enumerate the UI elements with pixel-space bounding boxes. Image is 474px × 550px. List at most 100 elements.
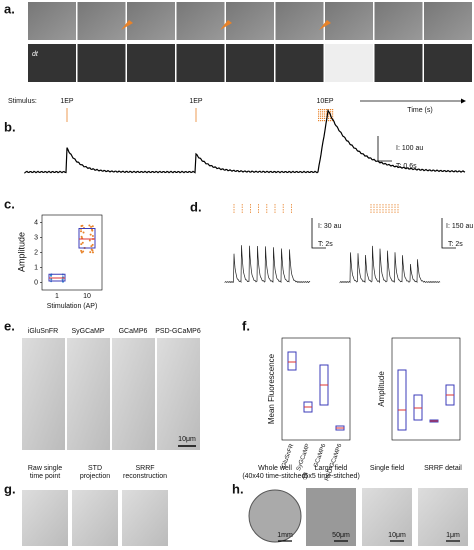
stim-dot (322, 115, 324, 117)
trace (24, 108, 466, 174)
point (91, 225, 94, 228)
label: I: 100 au (396, 145, 423, 152)
label: 1 (55, 293, 59, 300)
point (90, 248, 93, 251)
panel-label: g. (4, 481, 16, 496)
stim-dot (320, 117, 322, 119)
stim-arrow (220, 20, 232, 30)
label: T: 2s (318, 241, 333, 248)
scale-bar (441, 218, 456, 249)
stim-dot (320, 111, 322, 113)
y-tick-label: 2 (34, 249, 38, 256)
stim-dot (326, 113, 328, 115)
box (287, 351, 297, 371)
point (91, 251, 94, 254)
axes-box (281, 337, 351, 441)
micrograph (72, 490, 118, 546)
label: PSD-GCaMP6 (155, 328, 201, 335)
label: 10EP (316, 98, 333, 105)
dt-image (424, 44, 472, 82)
x-axis-label: Stimulation (AP) (47, 303, 98, 310)
point (91, 234, 94, 237)
label: iGluSnFR (28, 328, 58, 335)
micrograph (306, 488, 356, 546)
stim-dot (330, 109, 332, 111)
point (80, 243, 83, 246)
stim-dot (328, 113, 330, 115)
dt-image (226, 44, 274, 82)
scale-bar (311, 218, 326, 249)
stim-dot (318, 109, 320, 111)
trace-1 (224, 245, 311, 284)
stim-dot (324, 113, 326, 115)
stim-dot (332, 117, 334, 119)
label: 1EP (60, 98, 74, 105)
y-tick-label: 1 (34, 264, 38, 271)
stim-dot (328, 117, 330, 119)
stim-dot (324, 111, 326, 113)
axes-box (391, 337, 461, 441)
label: 50μm (332, 532, 350, 539)
label: Raw single (28, 465, 62, 472)
dt-image (77, 44, 126, 82)
label: time point (30, 473, 60, 480)
label: 10μm (178, 436, 196, 443)
dt-image (374, 44, 423, 82)
micrograph (122, 490, 168, 546)
label: (40x40 time-stitched) (242, 473, 307, 480)
y-tick-label: 3 (34, 234, 38, 241)
stim-dot (322, 120, 324, 122)
point (91, 243, 94, 246)
stim-dot (328, 120, 330, 122)
label: reconstruction (123, 473, 167, 480)
stim-dot (326, 115, 328, 117)
frame-image (424, 2, 472, 40)
stim-dot (324, 115, 326, 117)
stim-dot (324, 109, 326, 111)
stim-dot (322, 113, 324, 115)
label: Stimulus: (8, 98, 37, 105)
micrograph (157, 338, 200, 450)
label: projection (80, 473, 110, 480)
stim-dot (326, 111, 328, 113)
y-axis-label: Amplitude (16, 232, 26, 272)
point (90, 245, 93, 248)
stim-dot (332, 111, 334, 113)
stim-dot (332, 120, 334, 122)
stim-dot (328, 109, 330, 111)
stim-arrow (121, 20, 133, 30)
x-tick-label: SyGCaMP (296, 443, 311, 472)
stim-dot (322, 111, 324, 113)
point (89, 251, 92, 254)
point (81, 241, 84, 244)
frame-image (275, 2, 324, 40)
label: I: 30 au (318, 223, 341, 230)
label: Time (s) (407, 107, 432, 114)
point (88, 224, 91, 227)
point (82, 250, 85, 253)
label: STD (88, 465, 102, 472)
stim-dot (330, 120, 332, 122)
point (89, 233, 92, 236)
stim-dot (324, 117, 326, 119)
stim-arrow (319, 20, 331, 30)
label: Single field (370, 465, 404, 472)
panel-label: f. (242, 318, 250, 333)
stim-dot (330, 111, 332, 113)
micrograph (418, 488, 468, 546)
stim-dot (318, 111, 320, 113)
y-tick-label: 0 (34, 279, 38, 286)
dt-image (275, 44, 324, 82)
label: 10 (83, 293, 91, 300)
point (81, 224, 84, 227)
stim-dot (318, 117, 320, 119)
arrow-head (461, 98, 466, 104)
stim-dot (322, 109, 324, 111)
frame-image (77, 2, 126, 40)
label: 1mm (277, 532, 293, 539)
stim-dot (326, 109, 328, 111)
stim-dot (318, 115, 320, 117)
point (50, 278, 53, 281)
stim-dot (324, 120, 326, 122)
